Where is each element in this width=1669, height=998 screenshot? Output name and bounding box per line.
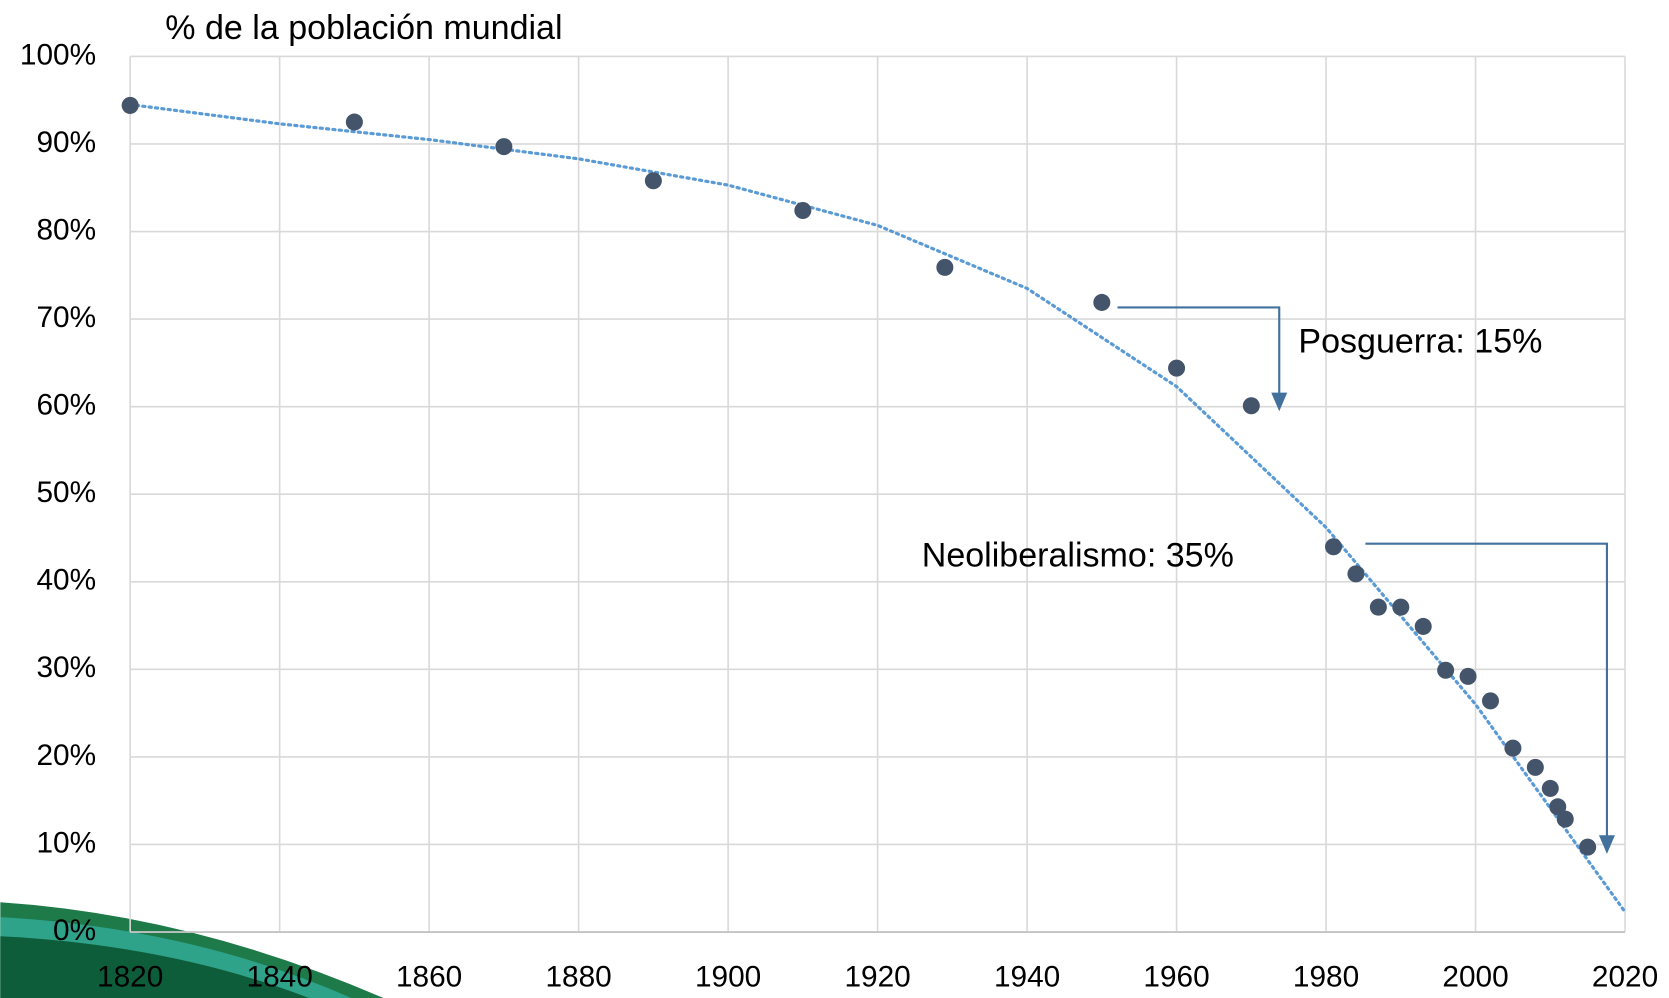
x-tick-label: 1880 [545,961,611,994]
x-tick-label: 1820 [97,961,163,994]
y-tick-label: 50% [36,476,96,509]
grid [130,56,1625,932]
chart-title: % de la población mundial [165,9,562,47]
x-tick-label: 1940 [994,961,1060,994]
y-tick-label: 40% [36,564,96,597]
point [1482,692,1499,709]
point [1325,538,1342,555]
x-tick-label: 1980 [1293,961,1359,994]
x-tick-label: 1860 [396,961,462,994]
y-tick-label: 10% [36,826,96,859]
point [1370,599,1387,616]
point [1557,811,1574,828]
x-tick-label: 1900 [695,961,761,994]
y-tick-label: 90% [36,126,96,159]
annotation: Posguerra: 15% [1298,323,1542,361]
x-tick-label: 2000 [1442,961,1508,994]
point [346,114,363,131]
x-tick-label: 1920 [844,961,910,994]
x-tick-label: 1960 [1143,961,1209,994]
y-tick-label: 20% [36,739,96,772]
point [1347,565,1364,582]
point [645,172,662,189]
point [1527,759,1544,776]
point [1579,839,1596,856]
annotation: Neoliberalismo: 35% [922,537,1234,575]
x-tick-label: 1840 [247,961,313,994]
y-tick-label: 70% [36,301,96,334]
point [122,97,139,114]
point [1542,780,1559,797]
point [1392,599,1409,616]
point [1093,294,1110,311]
y-tick-label: 0% [53,914,96,947]
point [1415,618,1432,635]
y-tick-label: 100% [20,38,96,71]
point [1168,360,1185,377]
y-tick-label: 80% [36,213,96,246]
point [936,259,953,276]
plot [122,97,1625,912]
page: {"chart_data": { "type": "scatter", "tit… [0,0,1669,998]
point [495,138,512,155]
point [1460,668,1477,685]
point [1243,397,1260,414]
y-tick-label: 60% [36,389,96,422]
chart: % de la población mundial Posguerra: 15%… [0,0,1669,998]
point [794,202,811,219]
x-tick-label: 2020 [1592,961,1658,994]
y-tick-label: 30% [36,651,96,684]
point [1437,662,1454,679]
point [1504,740,1521,757]
